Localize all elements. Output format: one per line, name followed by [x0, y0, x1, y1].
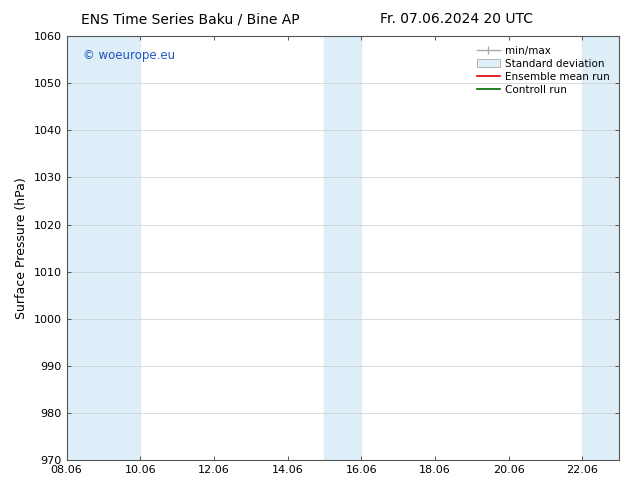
- Legend: min/max, Standard deviation, Ensemble mean run, Controll run: min/max, Standard deviation, Ensemble me…: [472, 41, 614, 99]
- Bar: [67, 36, 103, 460]
- Bar: [325, 36, 361, 460]
- Text: © woeurope.eu: © woeurope.eu: [83, 49, 175, 62]
- Text: ENS Time Series Baku / Bine AP: ENS Time Series Baku / Bine AP: [81, 12, 299, 26]
- Y-axis label: Surface Pressure (hPa): Surface Pressure (hPa): [15, 177, 28, 319]
- Bar: [103, 36, 140, 460]
- Bar: [582, 36, 619, 460]
- Text: Fr. 07.06.2024 20 UTC: Fr. 07.06.2024 20 UTC: [380, 12, 533, 26]
